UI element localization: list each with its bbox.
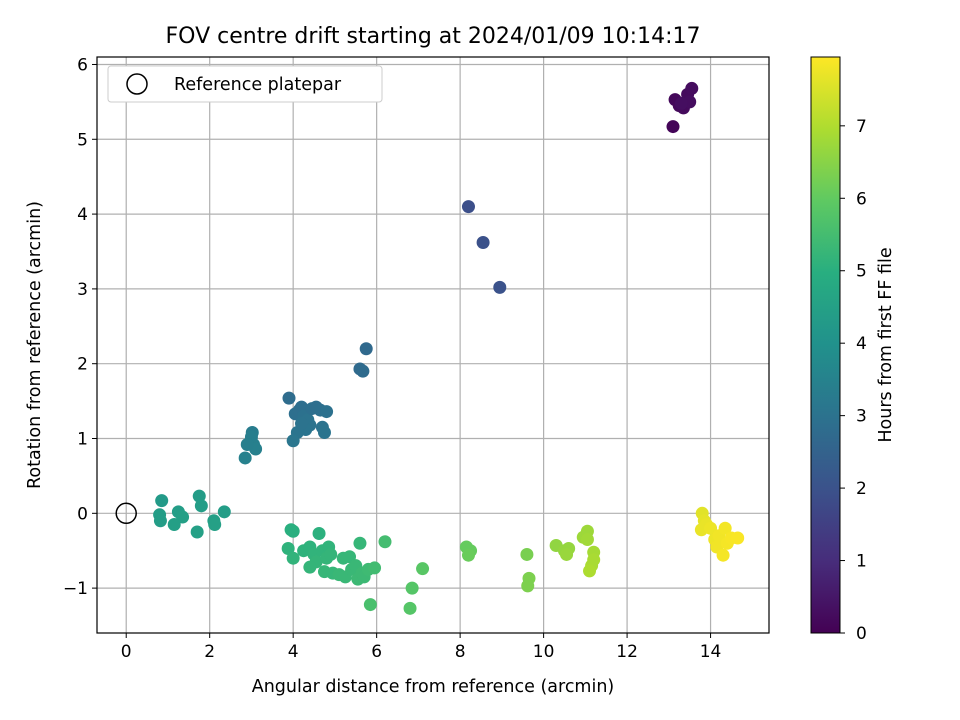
data-point: [368, 561, 382, 575]
data-point: [520, 547, 534, 561]
data-point: [192, 489, 206, 503]
data-point: [286, 434, 300, 448]
y-axis-ticks: −1 0 1 2 3 4 5 6: [63, 55, 97, 599]
data-point: [194, 499, 208, 513]
data-point: [303, 560, 317, 574]
data-point: [580, 532, 594, 546]
y-tick-label: 5: [77, 130, 88, 150]
data-point: [320, 405, 334, 419]
y-tick-label: 3: [77, 280, 88, 300]
data-point: [282, 391, 296, 405]
x-axis-label: Angular distance from reference (arcmin): [252, 677, 615, 697]
colorbar-tick-label: 4: [856, 334, 867, 354]
data-point: [240, 437, 254, 451]
reference-platepar-marker: [115, 502, 137, 525]
y-axis-label: Rotation from reference (arcmin): [25, 201, 45, 489]
colorbar-tick-label: 5: [856, 262, 867, 282]
data-point: [286, 551, 300, 565]
data-points: [153, 81, 745, 615]
colorbar: 0 1 2 3 4 5 6 7 Hours from first FF file: [810, 56, 896, 644]
x-tick-label: 12: [616, 642, 638, 662]
data-point: [731, 531, 745, 545]
colorbar-gradient: [810, 56, 841, 634]
data-point: [356, 364, 370, 378]
colorbar-tick-label: 1: [856, 552, 867, 572]
grid-lines: [97, 57, 769, 633]
data-point: [521, 579, 535, 593]
x-tick-label: 8: [455, 642, 466, 662]
data-point: [295, 417, 309, 431]
data-point: [155, 494, 169, 508]
data-point: [359, 342, 373, 356]
x-tick-label: 2: [204, 642, 215, 662]
colorbar-tick-label: 3: [856, 407, 867, 427]
y-tick-label: 1: [77, 430, 88, 450]
data-point: [281, 541, 295, 555]
data-point: [190, 525, 204, 539]
data-point: [666, 120, 680, 134]
data-point: [208, 518, 222, 532]
data-point: [405, 581, 419, 595]
data-point: [217, 505, 231, 519]
data-point: [583, 564, 597, 578]
y-tick-label: 2: [77, 355, 88, 375]
data-point: [416, 562, 430, 576]
data-point: [176, 510, 190, 524]
x-axis-ticks: 0 2 4 6 8 10 12 14: [121, 633, 722, 662]
plot-frame: [96, 56, 770, 634]
data-point: [461, 200, 475, 214]
data-point: [378, 535, 392, 549]
chart-title: FOV centre drift starting at 2024/01/09 …: [166, 24, 701, 49]
data-point: [560, 547, 574, 561]
colorbar-tick-label: 2: [856, 479, 867, 499]
data-point: [153, 514, 167, 528]
colorbar-ticks: 0 1 2 3 4 5 6 7: [840, 117, 867, 644]
data-point: [238, 451, 252, 465]
data-point: [317, 426, 331, 440]
x-tick-label: 10: [533, 642, 555, 662]
data-point: [312, 527, 326, 541]
colorbar-tick-label: 0: [856, 624, 867, 644]
data-point: [363, 598, 377, 612]
data-point: [718, 521, 732, 535]
data-point: [476, 236, 490, 250]
data-point: [353, 536, 367, 550]
data-point: [716, 548, 730, 562]
x-tick-label: 6: [371, 642, 382, 662]
y-tick-label: 4: [77, 205, 88, 225]
legend-box: [107, 65, 383, 103]
data-point: [704, 521, 718, 535]
legend-marker-reference: [126, 73, 148, 95]
x-tick-label: 0: [121, 642, 132, 662]
x-tick-label: 14: [700, 642, 722, 662]
colorbar-tick-label: 6: [856, 189, 867, 209]
y-tick-label: 6: [77, 55, 88, 75]
data-point: [403, 601, 417, 615]
y-tick-label: 0: [77, 504, 88, 524]
data-point: [674, 96, 688, 110]
data-point: [286, 524, 300, 538]
legend-label-reference: Reference platepar: [174, 75, 342, 95]
colorbar-label: Hours from first FF file: [876, 247, 896, 442]
data-point: [167, 518, 181, 532]
colorbar-tick-label: 7: [856, 117, 867, 137]
y-tick-label: −1: [63, 579, 88, 599]
data-point: [493, 280, 507, 294]
data-point: [461, 548, 475, 562]
data-point: [324, 547, 338, 561]
data-point: [685, 81, 699, 95]
x-tick-label: 4: [288, 642, 299, 662]
legend: Reference platepar: [107, 65, 383, 103]
